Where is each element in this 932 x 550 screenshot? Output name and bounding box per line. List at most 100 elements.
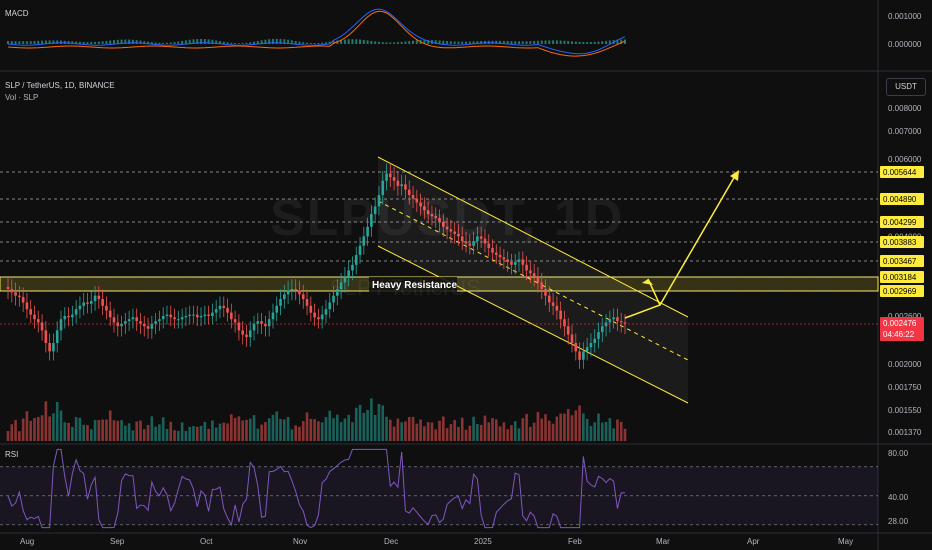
volume-bar [294, 425, 297, 441]
macd-histogram-bar [457, 41, 460, 44]
candle-body [195, 314, 199, 318]
macd-histogram-bar [18, 41, 21, 44]
currency-unit-button[interactable]: USDT [886, 78, 926, 96]
volume-bar [589, 426, 593, 441]
macd-histogram-bar [101, 41, 104, 44]
volume-bar [426, 422, 430, 441]
candle-body [415, 198, 419, 203]
candle-body [226, 307, 229, 313]
macd-histogram-bar [472, 41, 475, 44]
candle-body [506, 259, 509, 262]
time-tick-label: Apr [747, 537, 760, 546]
macd-histogram-bar [620, 39, 623, 44]
candle-body [396, 180, 400, 187]
rsi-tick-label: 40.00 [888, 493, 909, 502]
volume-bar [313, 419, 316, 441]
candle-body [570, 334, 574, 343]
macd-histogram-bar [188, 39, 191, 44]
candle-body [430, 214, 434, 217]
candle-body [173, 317, 176, 320]
candle-body [578, 351, 581, 360]
macd-histogram-bar [427, 39, 430, 44]
candle-body [400, 184, 403, 187]
candle-body [199, 316, 203, 318]
volume-bar [460, 417, 464, 441]
macd-histogram-bar [521, 41, 524, 44]
macd-histogram-bar [52, 40, 55, 44]
macd-histogram-bar [109, 40, 112, 44]
candle-body [544, 288, 547, 296]
candle-body [230, 312, 233, 320]
volume-bar [389, 419, 392, 441]
macd-histogram-bar [381, 42, 384, 44]
candle-body [411, 195, 415, 199]
candle-body [150, 323, 154, 329]
volume-bar [430, 422, 434, 441]
macd-histogram-bar [389, 42, 392, 44]
candle-body [218, 305, 222, 310]
candle-body [362, 236, 366, 246]
time-tick-label: Oct [200, 537, 213, 546]
price-tick-label: 0.002600 [888, 312, 922, 321]
volume-bar [161, 417, 165, 441]
level-badge-label: 0.004299 [883, 218, 917, 227]
candle-body [10, 288, 14, 293]
macd-histogram-bar [396, 42, 399, 44]
candle-body [139, 321, 142, 324]
candle-body [290, 288, 294, 291]
candle-body [89, 301, 93, 304]
volume-bar [33, 418, 36, 441]
countdown-label: 04:46:22 [883, 330, 915, 339]
macd-histogram-bar [601, 41, 604, 44]
macd-label: MACD [5, 9, 29, 18]
macd-histogram-bar [571, 41, 574, 44]
macd-histogram-bar [271, 38, 274, 44]
macd-tick-label: 0.000000 [888, 40, 922, 49]
volume-bar [248, 418, 252, 441]
volume-bar [74, 417, 78, 441]
macd-histogram-bar [268, 39, 271, 44]
candle-body [551, 302, 555, 306]
macd-histogram-bar [446, 41, 449, 44]
candle-body [36, 319, 40, 323]
volume-bar [600, 422, 604, 441]
volume-bar [343, 418, 347, 441]
volume-bar [547, 420, 551, 441]
level-badge-label: 0.003467 [883, 257, 917, 266]
macd-histogram-bar [476, 41, 479, 44]
volume-bar [332, 418, 335, 441]
candle-body [245, 334, 248, 338]
macd-histogram-bar [514, 41, 517, 44]
rsi-label: RSI [5, 450, 19, 459]
macd-histogram-bar [453, 41, 456, 44]
macd-histogram-bar [468, 41, 471, 44]
volume-bar [71, 426, 74, 441]
volume-bar [108, 410, 112, 441]
candle-body [525, 264, 528, 271]
volume-bar [135, 421, 138, 441]
candle-body [135, 317, 138, 322]
macd-histogram-bar [510, 41, 513, 44]
candle-body [351, 264, 354, 271]
volume-bar [404, 421, 407, 441]
volume-bar [593, 422, 597, 441]
volume-bar [381, 405, 385, 441]
macd-histogram-bar [279, 38, 282, 44]
macd-histogram-bar [7, 41, 9, 44]
volume-bar [623, 428, 627, 441]
volume-bar [320, 422, 324, 441]
price-tick-label: 0.002000 [888, 360, 922, 369]
volume-bar [517, 428, 521, 441]
annotation-bg [369, 277, 457, 292]
macd-histogram-bar [253, 41, 256, 44]
channel-lower-line [377, 245, 689, 404]
macd-histogram-bar [184, 40, 187, 44]
macd-histogram-bar [309, 42, 312, 44]
volume-bar [139, 420, 142, 441]
volume-bar [279, 418, 282, 441]
macd-histogram-bar [412, 40, 415, 44]
macd-histogram-bar [578, 41, 581, 44]
macd-histogram-bar [90, 42, 93, 44]
volume-bar [411, 416, 415, 441]
